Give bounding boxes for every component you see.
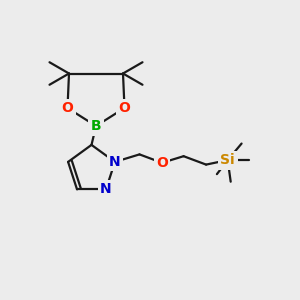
Text: O: O — [156, 156, 168, 170]
Text: N: N — [109, 155, 121, 169]
Text: O: O — [61, 101, 74, 115]
Text: N: N — [100, 182, 112, 197]
Text: B: B — [91, 119, 101, 133]
Text: O: O — [118, 101, 130, 115]
Text: Si: Si — [220, 153, 235, 167]
